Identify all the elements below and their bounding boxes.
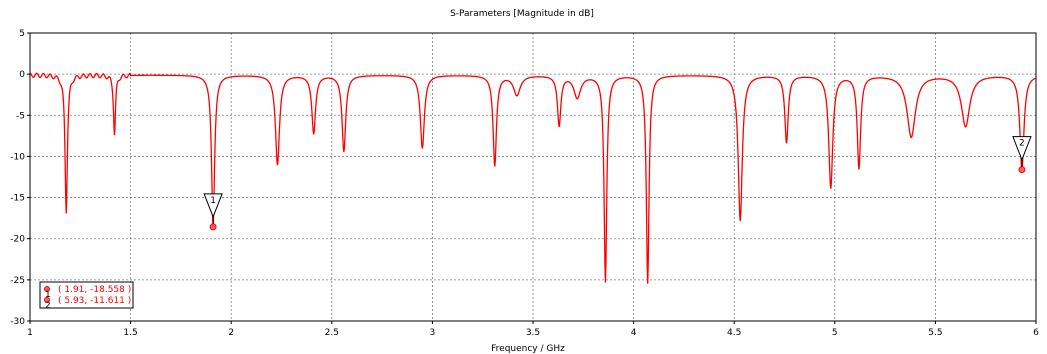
legend-entry: ( 5.93, -11.611 ) bbox=[58, 296, 131, 306]
x-tick-label: 5 bbox=[832, 328, 838, 338]
legend-entry-number: 2 bbox=[45, 301, 51, 311]
y-tick-label: -10 bbox=[10, 152, 25, 162]
marker-tag-2 bbox=[1012, 136, 1032, 162]
marker-point bbox=[1018, 166, 1026, 174]
y-tick-label: 0 bbox=[19, 70, 25, 80]
grid-lines bbox=[30, 33, 1036, 321]
x-tick-label: 5.5 bbox=[928, 328, 942, 338]
x-tick-label: 3.5 bbox=[526, 328, 540, 338]
y-tick-label: -5 bbox=[16, 111, 25, 121]
marker-point bbox=[209, 223, 217, 231]
marker-tag-1 bbox=[203, 193, 223, 219]
markers: 12 bbox=[203, 136, 1032, 231]
y-tick-label: 5 bbox=[19, 29, 25, 39]
x-tick-label: 6 bbox=[1033, 328, 1039, 338]
y-tick-label: -15 bbox=[10, 194, 25, 204]
chart-title: S-Parameters [Magnitude in dB] bbox=[450, 9, 594, 19]
y-tick-label: -20 bbox=[10, 235, 25, 245]
legend-box bbox=[39, 281, 134, 309]
x-tick-label: 4 bbox=[631, 328, 637, 338]
legend-entry-number: 1 bbox=[45, 290, 51, 300]
y-tick-label: -25 bbox=[10, 276, 25, 286]
y-axis-ticks: 5 0 -5 -10 -15 -20 -25 -30 bbox=[10, 29, 30, 327]
legend-marker bbox=[44, 286, 50, 292]
marker-legend: ( 1.91, -18.558 ) 1 ( 5.93, -11.611 ) 2 bbox=[39, 281, 134, 311]
x-tick-label: 1 bbox=[27, 328, 33, 338]
legend-entry: ( 1.91, -18.558 ) bbox=[58, 285, 131, 295]
x-tick-label: 1.5 bbox=[123, 328, 137, 338]
x-axis-ticks: 1 1.5 2 2.5 3 3.5 4 4.5 5 5.5 6 bbox=[27, 321, 1039, 338]
x-tick-label: 2.5 bbox=[325, 328, 339, 338]
marker-label: 2 bbox=[1019, 139, 1025, 149]
y-tick-label: -30 bbox=[10, 317, 25, 327]
x-tick-label: 4.5 bbox=[727, 328, 741, 338]
series-line bbox=[29, 72, 1037, 284]
x-axis-label: Frequency / GHz bbox=[491, 344, 565, 354]
x-tick-label: 2 bbox=[228, 328, 234, 338]
legend-marker bbox=[44, 297, 50, 303]
marker-label: 1 bbox=[210, 196, 216, 206]
x-tick-label: 3 bbox=[430, 328, 436, 338]
